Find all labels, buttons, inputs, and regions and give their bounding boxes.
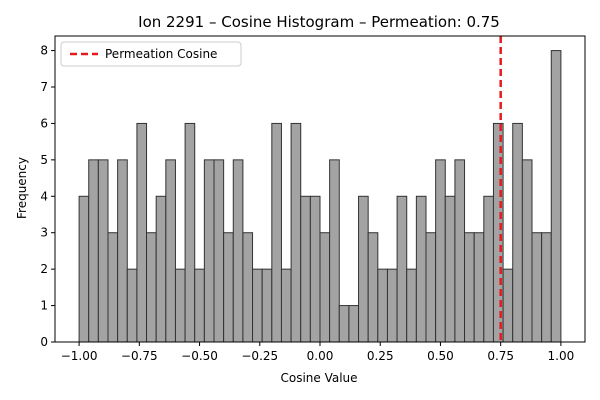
x-axis-label: Cosine Value <box>280 371 357 385</box>
histogram-bar <box>396 195 408 343</box>
histogram-bar <box>319 232 331 343</box>
legend: Permeation Cosine <box>60 41 242 67</box>
histogram-bar <box>338 305 350 343</box>
x-tick-label: 0.00 <box>307 349 334 363</box>
x-tick-label: −0.25 <box>241 349 278 363</box>
histogram-bar <box>78 195 90 343</box>
x-tick-label: 1.00 <box>548 349 575 363</box>
histogram-bar <box>541 232 552 343</box>
histogram-bar <box>358 195 369 343</box>
histogram-bar <box>290 122 302 343</box>
histogram-bar <box>271 122 282 343</box>
x-tick-label: 0.25 <box>367 349 394 363</box>
histogram-bar <box>165 159 176 343</box>
x-tick-label: 0.50 <box>427 349 454 363</box>
histogram-bar <box>483 195 494 343</box>
histogram-bar <box>512 122 523 343</box>
histogram-bar <box>223 232 234 343</box>
histogram-bar <box>386 268 398 343</box>
histogram-bar <box>242 232 254 343</box>
x-tick-label: −1.00 <box>61 349 98 363</box>
histogram-bar <box>107 232 119 343</box>
y-tick-label: 6 <box>40 116 48 130</box>
histogram-bar <box>444 195 456 343</box>
histogram-bar <box>377 268 388 343</box>
x-axis-ticks: −1.00 −0.75 −0.50 −0.25 0.00 0.25 0.50 0.75 1.00 <box>61 342 575 363</box>
histogram-bar <box>155 195 167 343</box>
y-tick-label: 8 <box>40 44 48 58</box>
histogram-bar <box>213 159 225 343</box>
histogram-bar <box>184 122 196 343</box>
legend-box <box>60 41 242 67</box>
y-tick-label: 3 <box>40 226 48 240</box>
histogram-bar <box>309 195 321 343</box>
histogram-bar <box>435 159 446 343</box>
y-tick-label: 7 <box>40 80 48 94</box>
histogram-bar <box>531 232 543 343</box>
y-tick-label: 4 <box>40 189 48 203</box>
histogram-bar <box>492 122 504 343</box>
histogram-bar <box>300 195 311 343</box>
histogram-bar <box>425 232 437 343</box>
y-tick-label: 5 <box>40 153 48 167</box>
histogram-bar <box>502 268 514 343</box>
y-tick-label: 2 <box>40 262 48 276</box>
histogram-bar <box>174 268 186 343</box>
x-tick-label: −0.50 <box>181 349 218 363</box>
histogram-bar <box>97 159 109 343</box>
histogram-bar <box>329 159 340 343</box>
histogram-bar <box>136 122 148 343</box>
histogram-bar <box>280 268 292 343</box>
chart-title: Ion 2291 – Cosine Histogram – Permeation… <box>138 13 500 31</box>
histogram-bar <box>473 232 485 343</box>
histogram-bar <box>550 50 562 343</box>
x-tick-label: −0.75 <box>121 349 158 363</box>
histogram-bar <box>464 232 475 343</box>
histogram-bar <box>348 305 360 343</box>
histogram-bar <box>126 268 138 343</box>
histogram-bar <box>261 268 273 343</box>
bars-group <box>78 50 562 343</box>
histogram-bar <box>194 268 205 343</box>
histogram-bar <box>415 195 427 343</box>
histogram-bar <box>146 232 157 343</box>
legend-label-permeation-cosine: Permeation Cosine <box>105 47 217 61</box>
y-tick-label: 1 <box>40 299 48 313</box>
y-axis-label: Frequency <box>15 157 29 219</box>
histogram-bar <box>117 159 128 343</box>
x-tick-label: 0.75 <box>487 349 514 363</box>
histogram-bar <box>88 159 99 343</box>
histogram-bar <box>203 159 215 343</box>
y-tick-label: 0 <box>40 335 48 349</box>
histogram-bar <box>521 159 533 343</box>
histogram-bar <box>406 268 417 343</box>
histogram-bar <box>252 268 263 343</box>
histogram-bar <box>367 232 379 343</box>
y-axis-ticks: 0 1 2 3 4 5 6 7 8 <box>40 44 55 349</box>
histogram-bar <box>232 159 244 343</box>
histogram-bar <box>454 159 466 343</box>
